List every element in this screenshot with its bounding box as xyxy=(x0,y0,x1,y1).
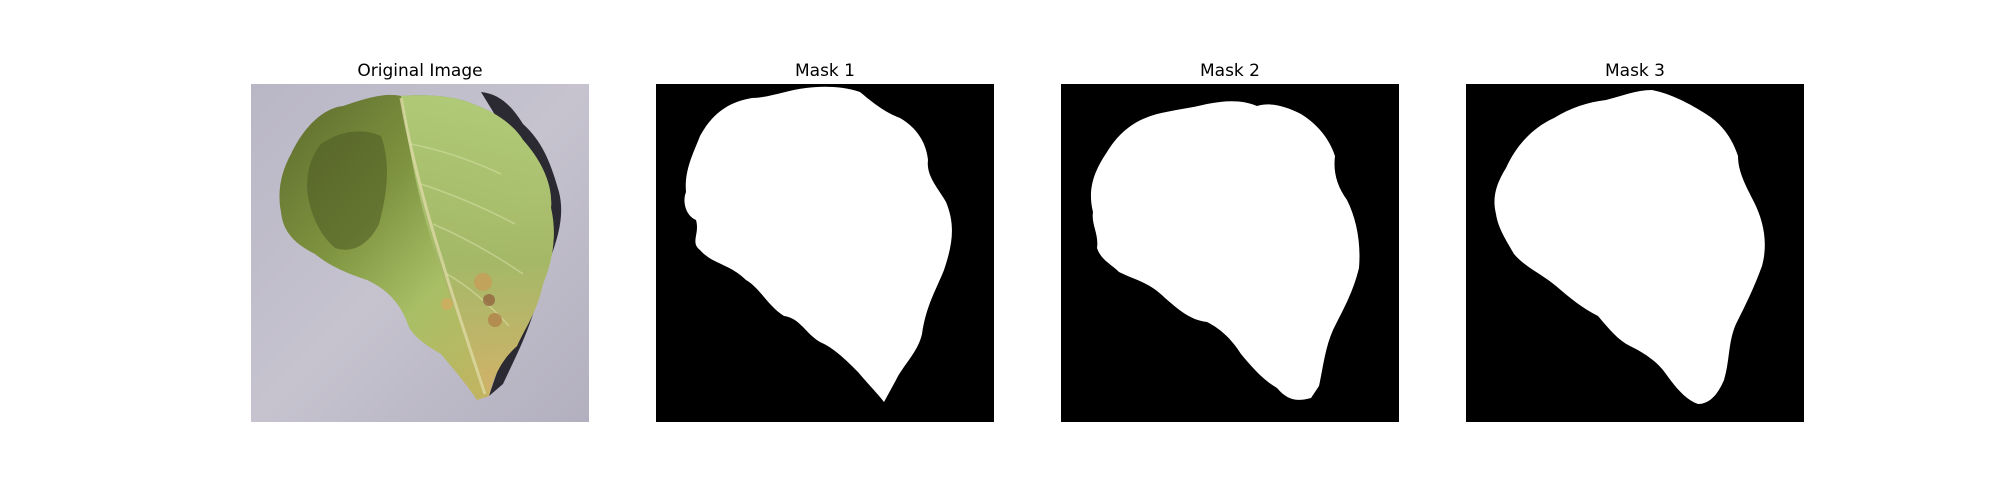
mask-1-title: Mask 1 xyxy=(656,58,994,84)
mask-3-image xyxy=(1466,84,1804,422)
original-image-title: Original Image xyxy=(251,58,589,84)
original-image-panel: Original Image xyxy=(251,58,589,422)
original-leaf-photo xyxy=(251,84,589,422)
leaf-lesion xyxy=(441,298,453,310)
mask-3-panel: Mask 3 xyxy=(1466,58,1804,422)
leaf-lesion xyxy=(488,313,502,327)
mask-2-title: Mask 2 xyxy=(1061,58,1399,84)
mask-3-title: Mask 3 xyxy=(1466,58,1804,84)
leaf-lesion xyxy=(483,294,495,306)
mask-1-image xyxy=(656,84,994,422)
mask-1-panel: Mask 1 xyxy=(656,58,994,422)
mask-2-panel: Mask 2 xyxy=(1061,58,1399,422)
leaf-lesion xyxy=(474,273,492,291)
mask-2-image xyxy=(1061,84,1399,422)
